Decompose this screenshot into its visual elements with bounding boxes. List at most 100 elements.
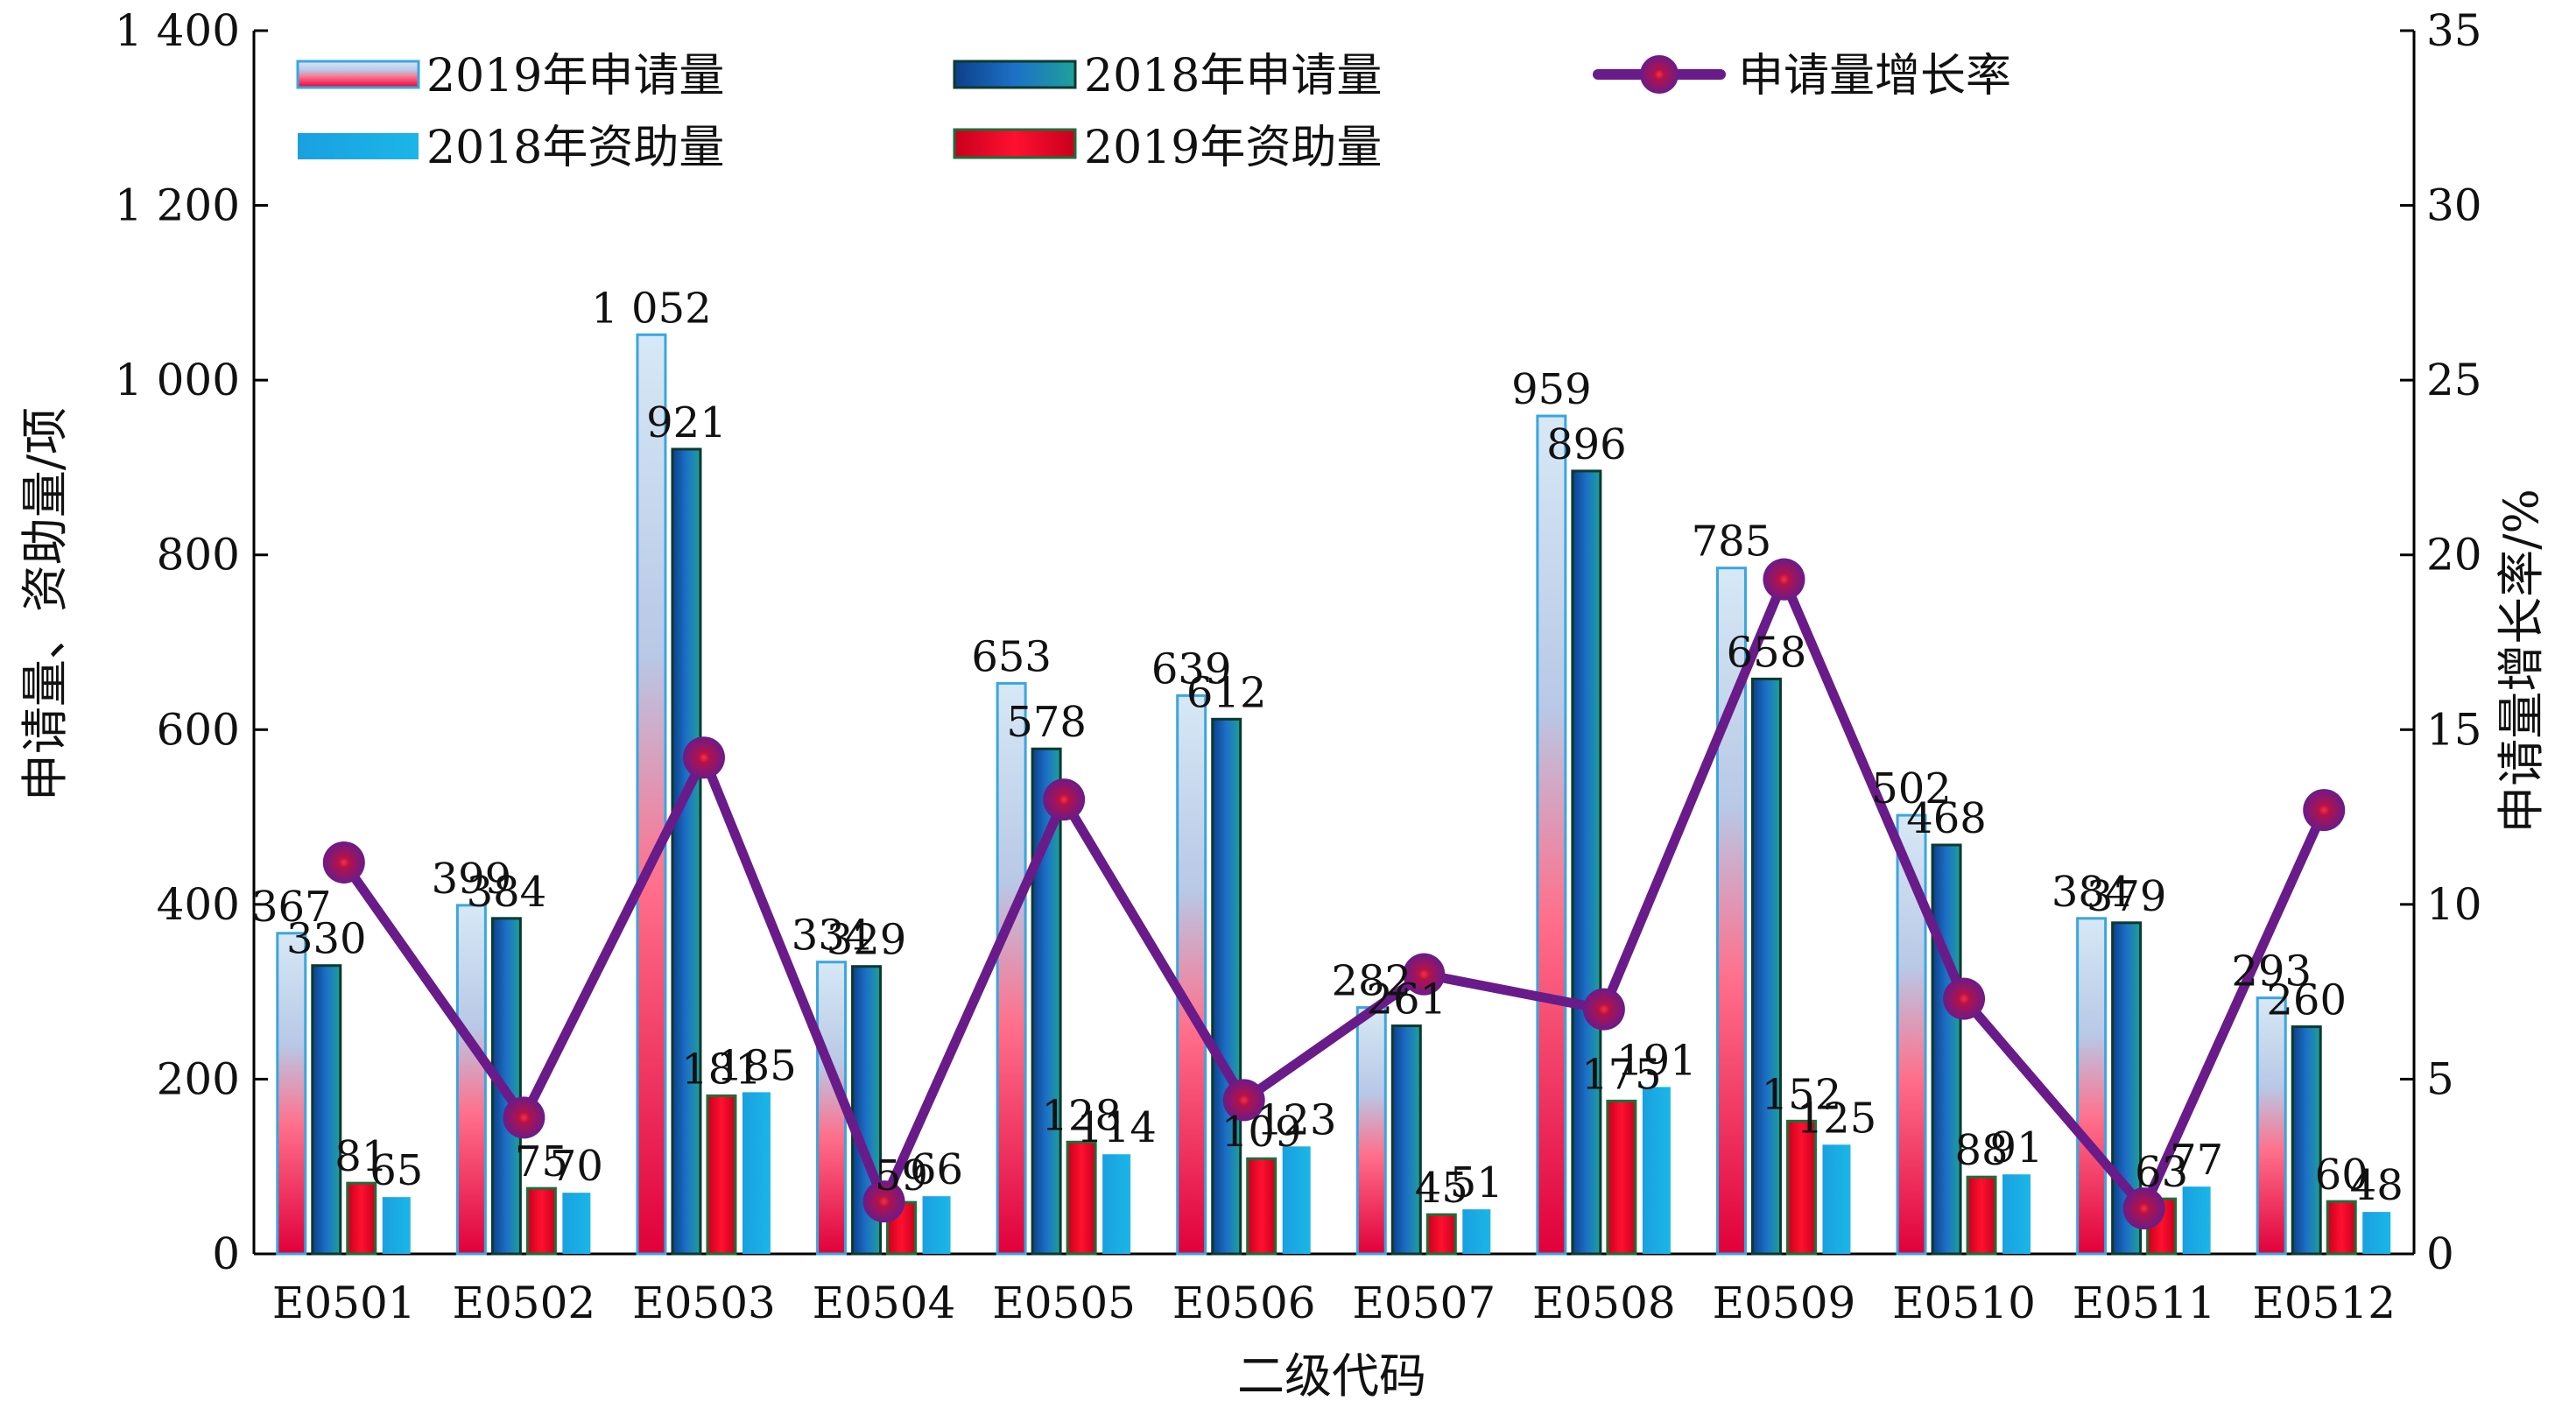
bar-2019-application-label: 399 [432,855,512,904]
left-tick-label: 1 200 [115,180,240,231]
right-axis-ticks: 0 5 10 15 20 25 30 35 [2400,5,2482,1279]
bar-2018-application [1931,843,1962,1256]
right-tick-label: 30 [2426,180,2482,231]
bar-2018-funding-label: 91 [1990,1123,2044,1172]
left-tick-label: 400 [157,879,240,930]
bar-2019-funding-label: 175 [1581,1050,1662,1099]
legend-swatch-2019-application [296,60,420,89]
bar-2019-funding-label: 75 [515,1137,568,1186]
bar-2019-application-label: 653 [971,632,1052,681]
bar-2019-funding [346,1181,377,1256]
bar-2019-funding-label: 59 [875,1151,928,1200]
bar-2019-application [1355,1006,1387,1256]
bar-2019-application [1536,414,1567,1256]
bar-2019-application-label: 334 [792,912,872,961]
x-tick-label: E0506 [1172,1278,1316,1328]
bar-2018-application [1390,1024,1422,1256]
bar-2019-application [455,904,487,1256]
bar-2018-funding [922,1196,951,1254]
growth-rate-point [2303,789,2346,832]
x-tick-label: E0512 [2252,1278,2396,1328]
left-axis-title: 申请量、资助量/项 [18,407,73,801]
x-tick-label: E0509 [1713,1278,1856,1328]
left-tick-label: 1 000 [115,355,240,405]
bar-2018-funding [2182,1186,2211,1254]
right-tick-label: 15 [2426,704,2482,755]
legend-item-growth-rate: 申请量增长率 [1593,50,2011,102]
bar-2018-application [1571,469,1602,1256]
legend-label-2018-application: 2018年申请量 [1084,50,1382,102]
bar-2018-funding-label: 114 [1076,1103,1157,1152]
bar-2019-funding [1785,1119,1817,1256]
bar-2019-application-label: 785 [1692,517,1772,567]
right-axis-title: 申请量增长率/% [2494,489,2549,834]
bar-2019-funding-label: 152 [1762,1070,1842,1119]
bar-2019-application [2256,996,2287,1256]
bar-2019-funding-label: 63 [2135,1148,2188,1197]
legend-swatch-2018-funding [298,133,419,159]
legend-swatch-2018-application [953,60,1077,89]
bar-2019-funding [1966,1175,1997,1256]
bar-2018-application-label: 612 [1186,668,1267,717]
bar-2019-application-label: 367 [251,883,332,932]
left-axis-ticks: 0 200 400 600 800 1 000 1 200 1 400 [115,5,268,1279]
legend-item-2018-application: 2018年申请量 [953,50,1382,102]
bar-2018-application [311,964,342,1256]
growth-rate-point [322,841,365,883]
x-tick-label: E0503 [632,1278,776,1328]
bar-2018-application-label: 658 [1727,628,1807,677]
x-tick-label: E0507 [1352,1278,1496,1328]
bar-2019-funding-label: 88 [1955,1126,2009,1175]
growth-rate-point [1943,977,1986,1020]
bar-2018-funding [2362,1212,2391,1254]
bar-2018-funding-label: 51 [1450,1158,1503,1207]
bar-2019-application-label: 1 052 [591,284,711,333]
growth-rate-point [1403,953,1446,996]
growth-rate-point [503,1096,545,1139]
bar-2018-funding [1462,1209,1491,1254]
bar-2018-funding [1282,1146,1311,1254]
bar-2019-funding-label: 45 [1415,1164,1468,1213]
growth-rate-point [1222,1079,1265,1122]
legend-label-2018-funding: 2018年资助量 [426,122,724,174]
bar-2019-application-label: 384 [2052,868,2132,917]
growth-rate-point [2122,1187,2165,1230]
bar-2018-funding-label: 48 [2350,1161,2404,1210]
bar-2018-funding-label: 77 [2170,1136,2223,1185]
bar-2019-funding [1066,1140,1097,1256]
growth-rate-series [322,558,2346,1230]
bar-2019-application-label: 959 [1511,365,1592,414]
legend-marker-growth-rate [1640,55,1679,94]
right-tick-label: 0 [2426,1228,2454,1279]
bar-2019-funding [1606,1099,1637,1256]
growth-rate-point [682,736,725,779]
bar-2018-funding-label: 66 [910,1145,963,1194]
bar-2018-funding-label: 65 [370,1146,423,1195]
legend-swatch-2019-funding [953,128,1077,159]
growth-rate-point [1763,558,1805,601]
bar-2018-funding [2002,1174,2031,1254]
bar-2019-application-label: 502 [1871,764,1952,813]
bar-2019-application [276,932,307,1256]
bar-2018-application-label: 578 [1006,698,1087,747]
left-tick-label: 1 400 [115,5,240,56]
x-tick-label: E0504 [813,1278,956,1328]
legend-label-2019-application: 2019年申请量 [426,50,724,102]
bar-2019-application [816,961,848,1256]
x-tick-label: E0502 [453,1278,596,1328]
bar-2019-funding [706,1094,737,1256]
x-tick-label: E0511 [2073,1278,2216,1328]
bar-2018-application [1031,747,1062,1256]
x-axis-title: 二级代码 [1237,1348,1426,1404]
legend-label-2019-funding: 2019年资助量 [1084,122,1382,174]
growth-rate-line [340,574,2329,1214]
bar-2018-funding-label: 70 [550,1142,603,1191]
x-tick-label: E0505 [992,1278,1136,1328]
growth-rate-point [1582,988,1625,1031]
left-tick-label: 600 [157,704,240,755]
bar-2018-application-label: 896 [1546,420,1627,469]
bar-2018-funding [742,1092,771,1254]
bar-series [276,333,2391,1256]
bar-2019-funding [525,1186,557,1256]
